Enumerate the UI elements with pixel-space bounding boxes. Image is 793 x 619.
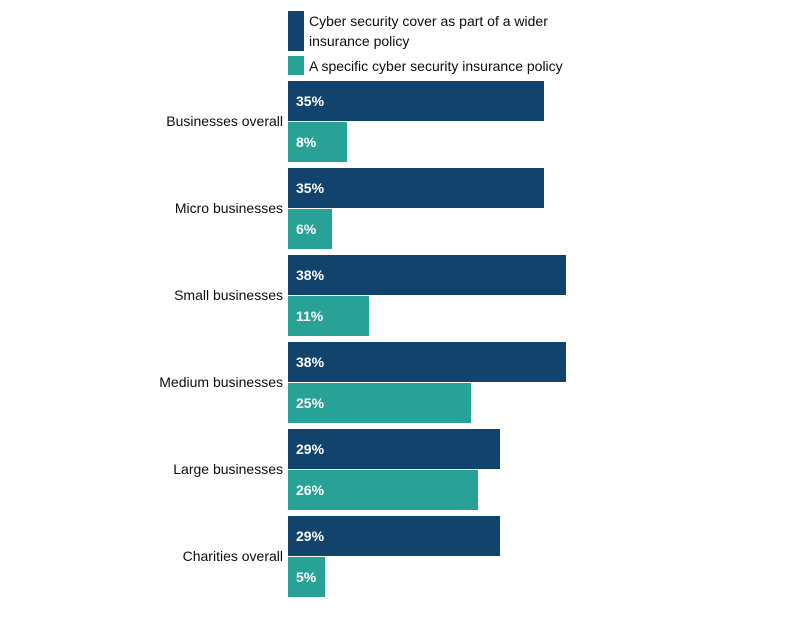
data-label: 6% [296, 221, 317, 237]
data-label: 35% [296, 180, 325, 196]
bar-specific-policy [288, 383, 471, 423]
bar-wider-policy [288, 429, 501, 469]
category-label: Businesses overall [166, 113, 283, 129]
bar-specific-policy [288, 470, 479, 510]
bar-wider-policy [288, 81, 545, 121]
category-label: Micro businesses [174, 200, 283, 216]
data-label: 26% [296, 482, 325, 498]
bar-wider-policy [288, 342, 567, 382]
data-label: 38% [296, 267, 325, 283]
data-label: 35% [296, 93, 325, 109]
legend-label-wider-policy: Cyber security cover as part of a wider … [309, 13, 548, 49]
data-label: 25% [296, 395, 325, 411]
bar-wider-policy [288, 168, 545, 208]
data-label: 29% [296, 441, 325, 457]
category-label: Large businesses [173, 461, 283, 477]
data-label: 38% [296, 354, 325, 370]
bar-wider-policy [288, 255, 567, 295]
data-label: 5% [296, 569, 317, 585]
legend-swatch-specific-policy [288, 56, 304, 75]
category-label: Small businesses [174, 287, 283, 303]
legend-label-specific-policy: A specific cyber security insurance poli… [309, 58, 563, 74]
data-label: 11% [296, 308, 324, 324]
bar-specific-policy [288, 122, 347, 162]
bar-wider-policy [288, 516, 501, 556]
category-label: Medium businesses [159, 374, 283, 390]
category-label: Charities overall [182, 548, 283, 564]
bar-specific-policy [288, 296, 369, 336]
data-label: 8% [296, 134, 317, 150]
data-label: 29% [296, 528, 325, 544]
bar-specific-policy [288, 557, 325, 597]
bar-specific-policy [288, 209, 332, 249]
legend-swatch-wider-policy [288, 11, 304, 51]
